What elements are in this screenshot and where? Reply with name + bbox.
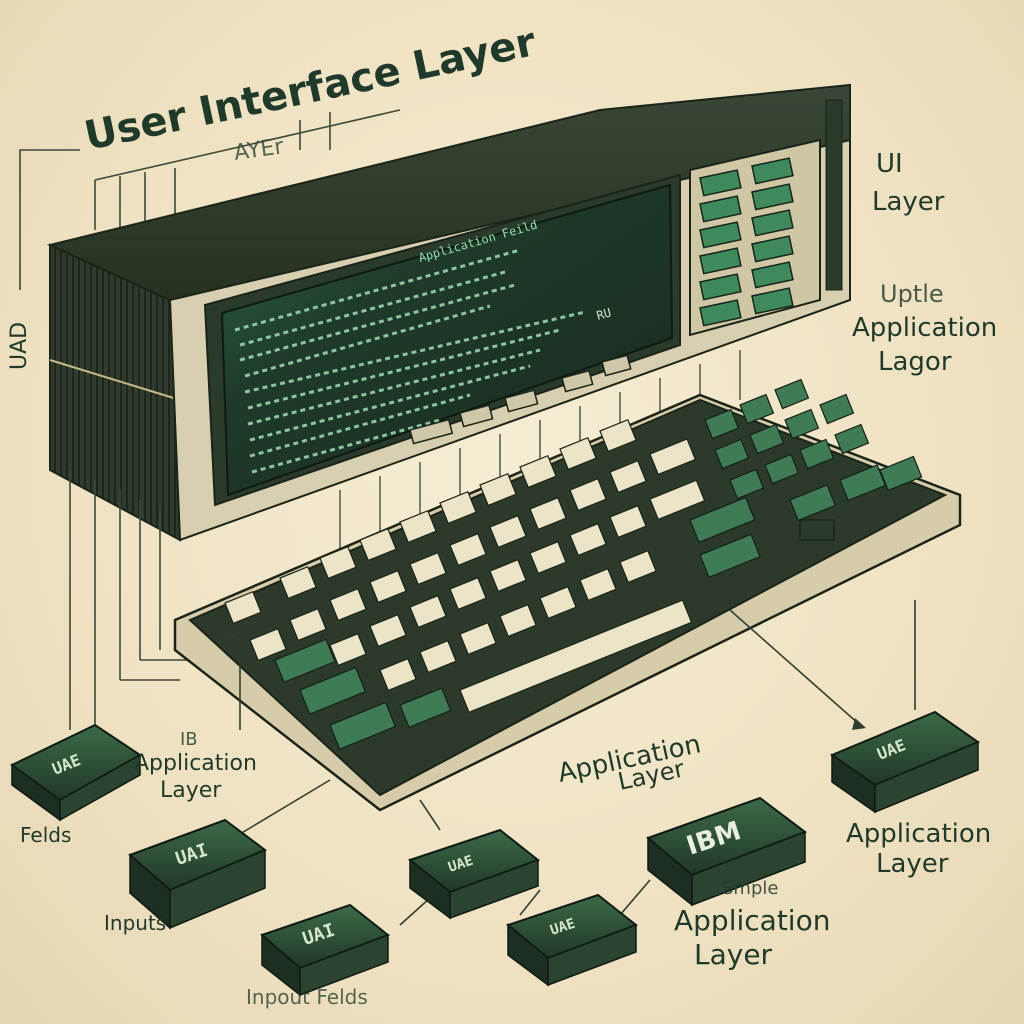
left-label-line1: IB — [180, 729, 198, 750]
module-left-mid: UAI — [128, 818, 267, 930]
diagram-subtitle: AYEr — [232, 134, 286, 166]
left-label-line2: Application — [134, 751, 257, 776]
module-center-bottom-text: UAE — [548, 916, 577, 939]
simple-label-line3: Layer — [694, 938, 773, 971]
left-leader-lines — [69, 470, 190, 730]
module-center-top-text: UAE — [446, 853, 475, 876]
left-vertical-label: UAD — [7, 322, 32, 370]
right-app-label-line2: Application — [852, 313, 997, 343]
bottom-right-label-line1: Application — [846, 819, 991, 849]
right-app-label-line1: Uptle — [880, 280, 944, 308]
keyboard-keys-light — [224, 418, 706, 714]
diagram-title: User Interface Layer — [81, 19, 541, 160]
ui-layer-label-line1: UI — [876, 149, 903, 179]
bottom-right-label-line2: Layer — [876, 849, 949, 879]
module-ibm: IBM — [646, 796, 808, 907]
ui-layer-label-line2: Layer — [872, 187, 945, 217]
title-leaders — [19, 109, 401, 290]
simple-label-line2: Application — [674, 904, 830, 937]
module-left-bottom: UAI — [260, 903, 391, 997]
module-left-top: UAE — [10, 723, 142, 822]
inputs-label: Inputs — [104, 911, 166, 935]
screen-side-code: RU — [595, 305, 613, 322]
control-panel — [689, 99, 843, 337]
arrow-head — [852, 718, 866, 730]
screen-bottom-buttons — [409, 354, 632, 445]
keyboard-keys-green — [274, 378, 923, 750]
module-right: UAE — [829, 710, 981, 814]
keyboard — [173, 378, 962, 812]
inpout-felds-label: Inpout Felds — [246, 985, 368, 1009]
screen-text-lines — [234, 248, 586, 474]
felds-label: Felds — [20, 823, 71, 847]
simple-label-line1: Smple — [722, 878, 778, 899]
module-center-bottom: UAE — [505, 893, 639, 987]
left-label-line3: Layer — [160, 778, 222, 803]
module-center-top: UAE — [407, 828, 541, 920]
right-app-label-line3: Lagor — [878, 347, 952, 377]
computer-monitor: Application Feild RU — [46, 83, 851, 542]
